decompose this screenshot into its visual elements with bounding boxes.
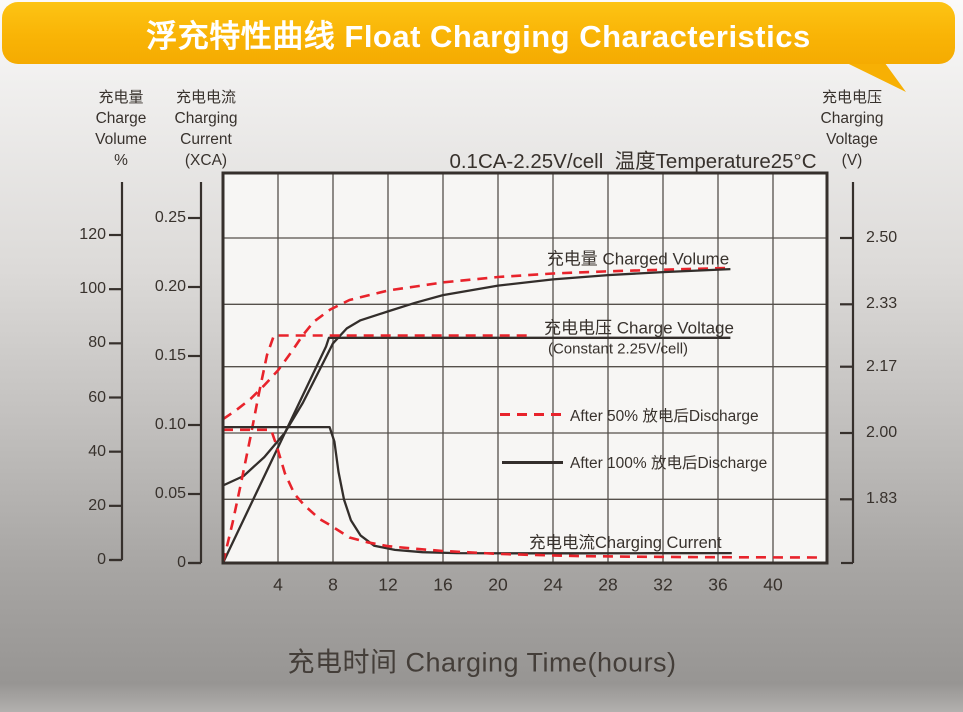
volume-tick-label: 120 (79, 226, 106, 243)
curve-charged-volume-after-50-discharge (222, 266, 727, 421)
curve-charge-voltage-after-50-discharge (221, 334, 533, 564)
voltage-axis-title-line: Charging (820, 110, 884, 127)
legend-label-after-100: After 100% 放电后Discharge (570, 455, 768, 472)
volume-axis-title-line: Volume (95, 131, 147, 148)
volume-tick-label: 40 (88, 442, 106, 460)
volume-axis-title-line: % (114, 152, 128, 169)
legend-label-after-50: After 50% 放电后Discharge (570, 408, 759, 425)
voltage-tick-label: 2.33 (866, 295, 898, 313)
current-axis-title-line: (XCA) (184, 152, 228, 169)
curve-charging-current-after-100-discharge (223, 425, 732, 555)
x-tick-label: 28 (598, 574, 618, 595)
x-tick-label: 32 (653, 574, 673, 595)
x-tick-label: 36 (708, 574, 728, 595)
current-tick-label: 0 (177, 554, 186, 571)
voltage-axis-title: 充电电压 Charging Voltage (V) (806, 87, 898, 171)
volume-axis-title-line: 充电量 (98, 89, 144, 106)
plot-border (221, 171, 829, 565)
legend-dashed-line-sample (500, 413, 562, 416)
curve-charge-voltage-after-100-discharge (221, 336, 731, 564)
voltage-tick-label: 2.17 (866, 357, 898, 375)
plot-area (223, 173, 827, 563)
current-tick-label: 0.10 (154, 416, 186, 433)
x-tick-label: 8 (328, 574, 338, 595)
x-tick-label: 16 (433, 574, 453, 595)
voltage-tick-label: 1.83 (866, 490, 898, 508)
volume-axis-title-line: Charge (95, 110, 147, 127)
current-tick-label: 0.05 (154, 485, 186, 502)
current-tick-label: 0.25 (154, 209, 186, 226)
curve-charged-volume-after-100-discharge (222, 267, 731, 487)
x-tick-label: 12 (378, 574, 398, 595)
volume-tick-label: 80 (88, 334, 106, 352)
x-tick-label: 4 (273, 574, 283, 595)
x-tick-label: 20 (488, 574, 508, 595)
voltage-axis-title-line: Voltage (826, 131, 878, 148)
charged-volume-label: 充电量 Charged Volume (546, 249, 730, 269)
title-banner: 浮充特性曲线 Float Charging Characteristics (2, 2, 955, 64)
x-tick-label: 40 (763, 574, 783, 595)
voltage-tick-label: 2.50 (866, 229, 898, 246)
x-tick-label: 24 (543, 574, 563, 595)
charging-current-label: 充电电流Charging Current (529, 534, 722, 552)
voltage-axis-title-line: 充电电压 (821, 89, 882, 106)
legend-solid-line-sample (502, 461, 563, 464)
voltage-tick-label: 2.00 (866, 424, 898, 441)
charge-voltage-sub-label: (Constant 2.25V/cell) (547, 340, 689, 358)
x-axis-title: 充电时间 Charging Time(hours) (287, 647, 677, 678)
current-tick-label: 0.15 (154, 347, 186, 364)
curve-charging-current-after-50-discharge (223, 428, 819, 559)
current-axis-title: 充电电流 Charging Current (XCA) (160, 87, 252, 171)
current-axis-title-line: Charging (174, 110, 238, 127)
page-title: 浮充特性曲线 Float Charging Characteristics (146, 18, 811, 54)
voltage-axis-title-line: (V) (841, 152, 863, 169)
volume-tick-label: 60 (88, 388, 106, 406)
chart-condition-label: 0.1CA-2.25V/cell 温度Temperature25°C (449, 150, 817, 173)
volume-tick-label: 0 (97, 551, 106, 568)
volume-tick-label: 100 (79, 280, 106, 298)
current-tick-label: 0.20 (154, 278, 186, 295)
charge-voltage-label: 充电电压 Charge Voltage (544, 318, 734, 338)
current-axis-title-line: Current (180, 131, 232, 148)
current-axis-title-line: 充电电流 (175, 89, 236, 106)
volume-tick-label: 20 (88, 496, 106, 514)
volume-axis-title: 充电量 Charge Volume % (76, 87, 166, 171)
